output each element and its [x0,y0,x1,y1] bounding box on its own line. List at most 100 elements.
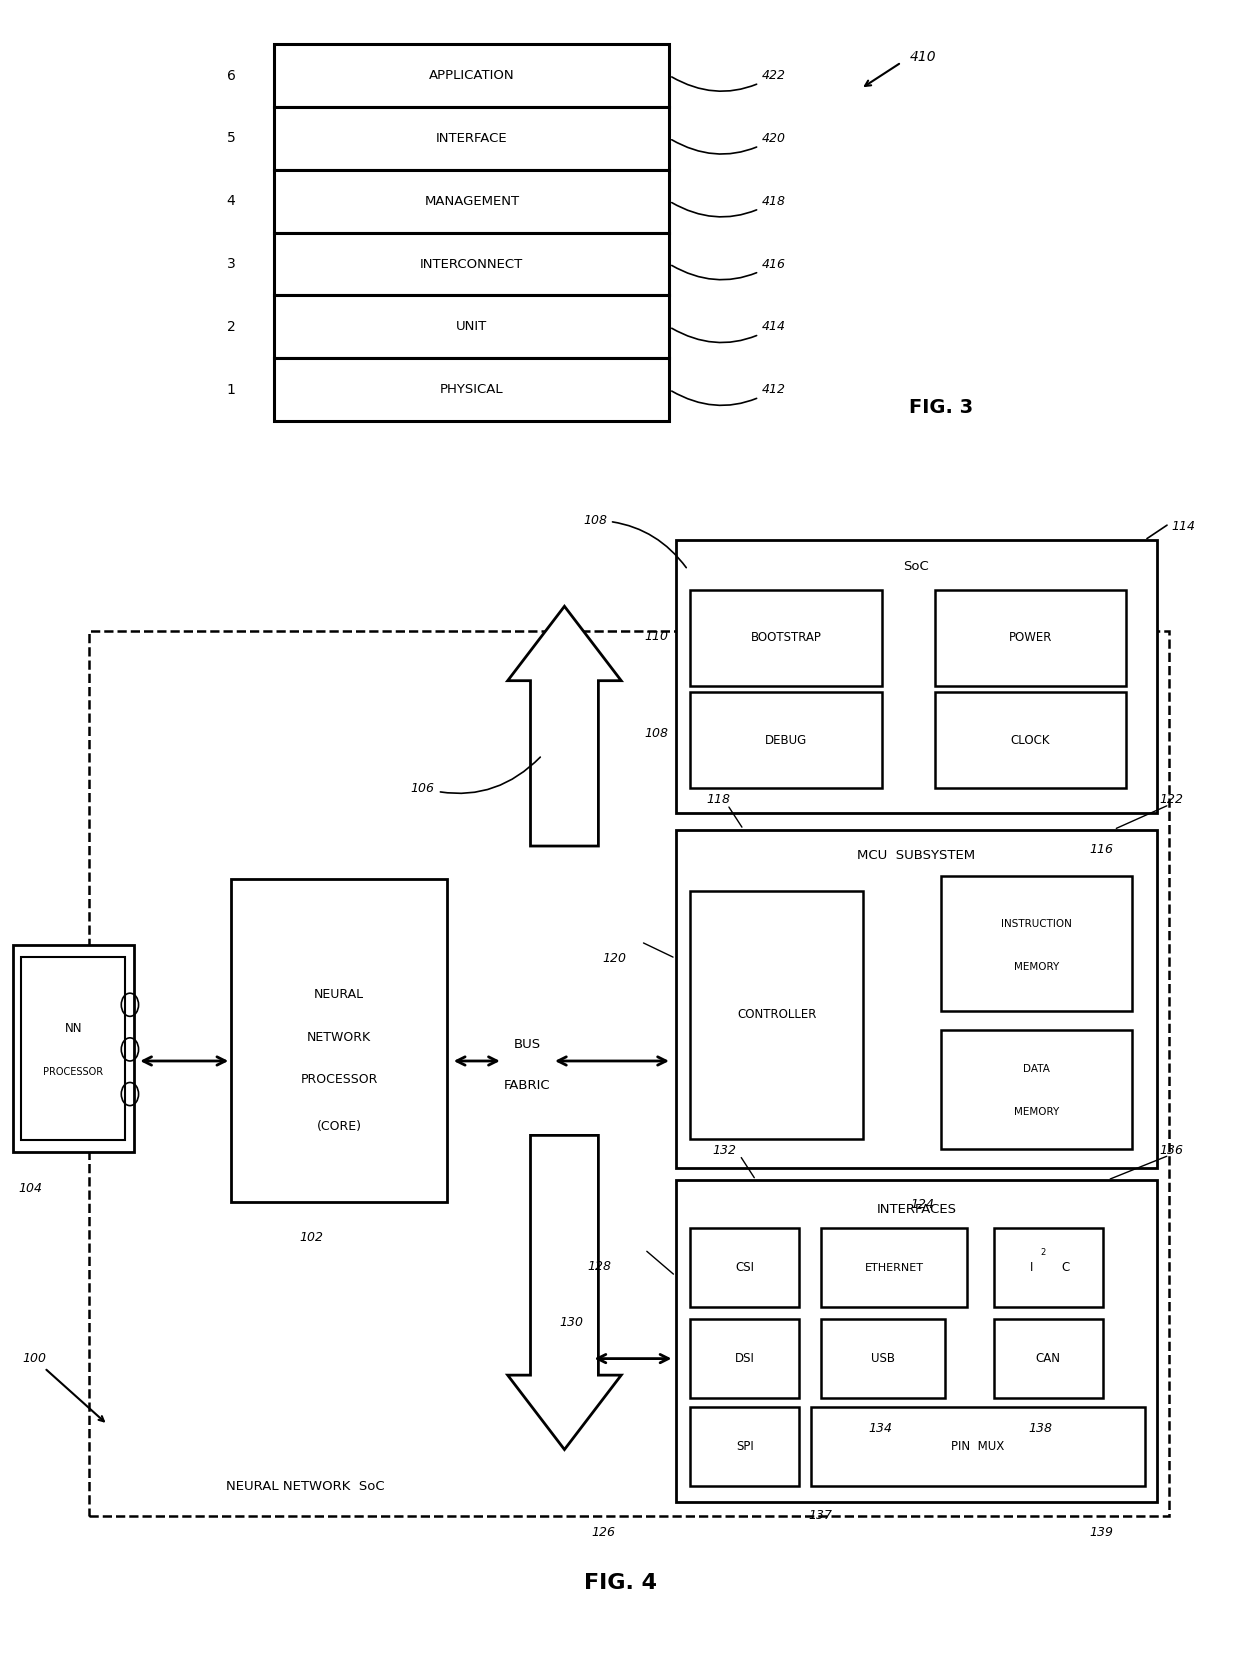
Text: NETWORK: NETWORK [308,1030,371,1044]
FancyBboxPatch shape [935,692,1126,788]
Text: PHYSICAL: PHYSICAL [440,383,503,397]
Text: MCU  SUBSYSTEM: MCU SUBSYSTEM [857,849,976,863]
FancyBboxPatch shape [691,1319,799,1399]
FancyBboxPatch shape [274,169,670,232]
Text: I: I [1029,1261,1033,1274]
Text: UNIT: UNIT [456,320,487,333]
Text: PROCESSOR: PROCESSOR [300,1073,378,1087]
Text: 124: 124 [910,1198,934,1211]
Text: INSTRUCTION: INSTRUCTION [1001,919,1073,929]
Text: 137: 137 [808,1510,833,1523]
Text: DATA: DATA [1023,1065,1050,1075]
FancyBboxPatch shape [12,946,134,1151]
Text: 108: 108 [583,514,686,567]
FancyBboxPatch shape [821,1228,967,1307]
Text: 5: 5 [227,131,236,146]
FancyBboxPatch shape [994,1228,1102,1307]
Text: NEURAL NETWORK  SoC: NEURAL NETWORK SoC [226,1480,384,1493]
Text: 136: 136 [1159,1143,1183,1156]
Text: 122: 122 [1159,793,1183,806]
Text: FIG. 3: FIG. 3 [909,398,973,418]
Text: USB: USB [870,1352,895,1365]
FancyBboxPatch shape [676,1180,1157,1503]
Text: SoC: SoC [904,561,929,572]
Text: CONTROLLER: CONTROLLER [737,1009,816,1022]
Text: 132: 132 [713,1143,737,1156]
Text: 1: 1 [227,383,236,397]
FancyBboxPatch shape [691,589,882,685]
Text: 138: 138 [1029,1422,1053,1435]
FancyBboxPatch shape [231,879,448,1201]
Text: (CORE): (CORE) [316,1120,362,1133]
Text: 6: 6 [227,68,236,83]
Text: ETHERNET: ETHERNET [864,1262,924,1272]
Text: MEMORY: MEMORY [1014,962,1059,972]
Text: PIN  MUX: PIN MUX [951,1440,1004,1453]
Text: 100: 100 [22,1352,104,1422]
Text: CSI: CSI [735,1261,754,1274]
Text: BOOTSTRAP: BOOTSTRAP [750,630,821,644]
FancyBboxPatch shape [691,692,882,788]
Text: POWER: POWER [1009,630,1053,644]
Text: INTERCONNECT: INTERCONNECT [420,257,523,270]
Text: 420: 420 [672,131,786,154]
FancyBboxPatch shape [89,630,1169,1516]
Text: 4: 4 [227,194,236,207]
Text: FABRIC: FABRIC [505,1080,551,1092]
Text: 110: 110 [645,629,668,642]
FancyBboxPatch shape [941,1030,1132,1148]
Text: 2: 2 [1040,1248,1047,1258]
Text: 126: 126 [591,1526,615,1538]
Text: 106: 106 [410,757,541,795]
FancyBboxPatch shape [676,541,1157,813]
Text: 108: 108 [645,727,668,740]
Text: 134: 134 [868,1422,892,1435]
Text: 2: 2 [227,320,236,333]
Text: 422: 422 [672,70,786,91]
FancyBboxPatch shape [274,45,670,106]
Text: NEURAL: NEURAL [314,987,365,1000]
FancyBboxPatch shape [691,891,863,1138]
Text: FIG. 4: FIG. 4 [584,1573,656,1594]
FancyBboxPatch shape [935,589,1126,685]
Text: 412: 412 [672,383,786,405]
FancyBboxPatch shape [274,232,670,295]
FancyBboxPatch shape [274,358,670,421]
FancyBboxPatch shape [21,957,125,1140]
Text: INTERFACES: INTERFACES [877,1203,956,1216]
Text: CLOCK: CLOCK [1011,733,1050,747]
Text: 410: 410 [910,50,936,65]
Text: 128: 128 [588,1259,611,1272]
Text: 416: 416 [672,257,786,280]
Text: 120: 120 [603,952,626,966]
Text: CAN: CAN [1035,1352,1061,1365]
Text: DSI: DSI [735,1352,755,1365]
FancyBboxPatch shape [676,830,1157,1168]
Text: DEBUG: DEBUG [765,733,807,747]
Text: 414: 414 [672,320,786,342]
FancyBboxPatch shape [821,1319,945,1399]
Text: SPI: SPI [735,1440,754,1453]
Text: NN: NN [64,1022,82,1035]
Text: 116: 116 [1089,843,1114,856]
FancyBboxPatch shape [691,1407,799,1486]
Text: 3: 3 [227,257,236,270]
Text: MEMORY: MEMORY [1014,1107,1059,1117]
Text: 104: 104 [19,1181,43,1194]
FancyBboxPatch shape [274,106,670,169]
Text: 114: 114 [1172,521,1195,534]
FancyArrow shape [507,1135,621,1450]
Text: BUS: BUS [513,1039,541,1050]
Text: PROCESSOR: PROCESSOR [43,1067,103,1077]
Text: 130: 130 [559,1316,583,1329]
Text: 139: 139 [1089,1526,1114,1538]
Text: APPLICATION: APPLICATION [429,70,515,81]
FancyBboxPatch shape [691,1228,799,1307]
FancyBboxPatch shape [274,295,670,358]
FancyBboxPatch shape [811,1407,1145,1486]
Text: 118: 118 [707,793,730,806]
FancyArrow shape [507,606,621,846]
FancyBboxPatch shape [941,876,1132,1012]
Text: MANAGEMENT: MANAGEMENT [424,194,520,207]
Text: 102: 102 [299,1231,324,1244]
